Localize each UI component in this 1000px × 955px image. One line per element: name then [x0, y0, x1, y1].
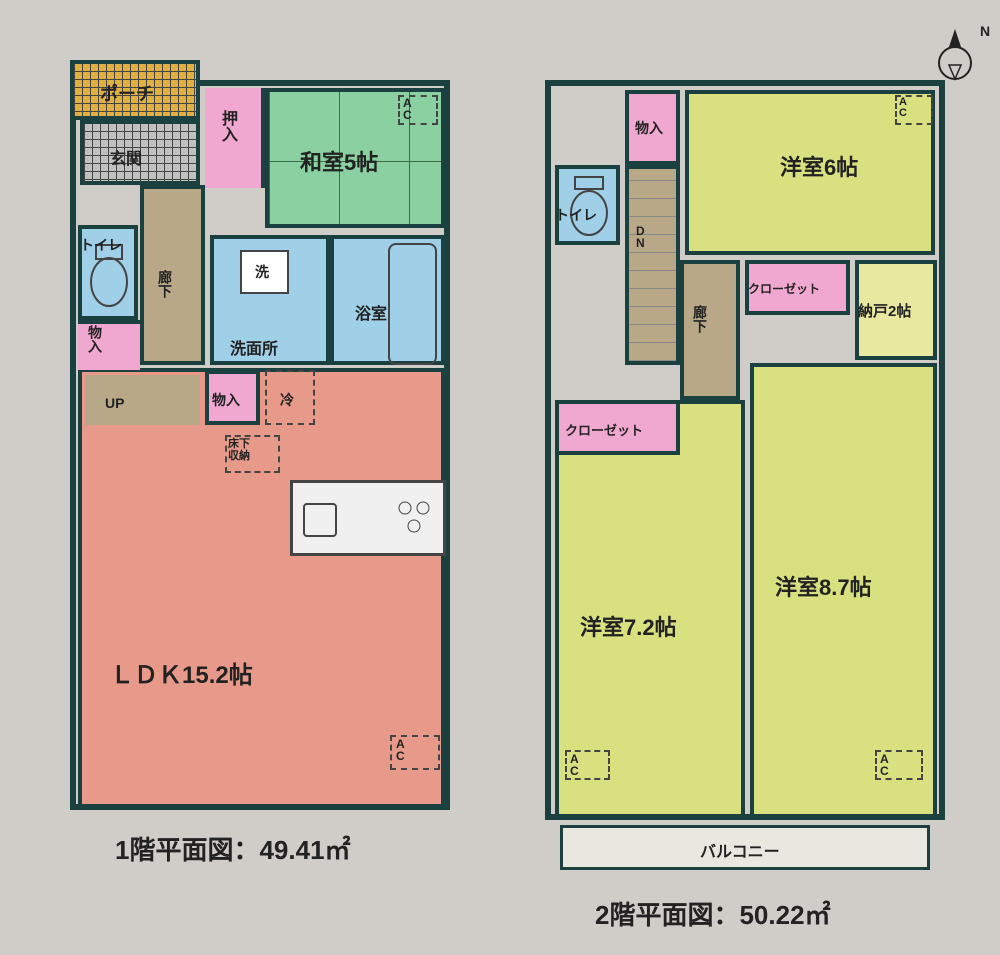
label-genkan: 玄関: [110, 145, 142, 169]
sink-icon: [303, 503, 337, 537]
stove-icon: [395, 498, 435, 543]
floorplan-canvas: N: [0, 0, 1000, 955]
label-sen: 洗: [255, 262, 269, 282]
label-balcony: バルコニー: [700, 838, 780, 862]
label-ac4: AC: [570, 753, 579, 777]
label-yukashita: 床下収納: [228, 438, 250, 462]
label-ac3: AC: [899, 97, 907, 119]
label-closet1: クローゼット: [748, 280, 820, 297]
label-western87: 洋室8.7帖: [775, 570, 872, 602]
label-ac2: AC: [396, 738, 405, 762]
label-storage1: 物入: [85, 325, 105, 353]
label-porch: ポーチ: [100, 80, 154, 106]
label-rouka2: 廊下: [690, 305, 710, 333]
bathtub-icon: [388, 243, 437, 365]
label-nando: 納戸2帖: [858, 300, 911, 321]
label-rei: 冷: [280, 390, 294, 410]
label-toilet2: トイレ: [555, 205, 597, 225]
room-stairs-up: [85, 375, 200, 425]
label-dn: DN: [636, 225, 645, 249]
label-storage3: 物入: [635, 118, 663, 138]
label-washitsu: 和室5帖: [300, 145, 378, 177]
label-oshiire: 押入: [215, 110, 239, 142]
label-western72: 洋室7.2帖: [580, 610, 677, 642]
caption-floor1: 1階平面図：49.41㎡: [115, 830, 351, 867]
label-ac5: AC: [880, 753, 889, 777]
label-closet2: クローゼット: [565, 420, 643, 439]
room-rouka2: [680, 260, 740, 400]
kitchen-counter: [290, 480, 446, 556]
label-ldk: ＬＤＫ15.2帖: [110, 655, 253, 690]
label-ac1: AC: [403, 97, 412, 121]
label-up: UP: [105, 395, 124, 411]
compass-icon: N: [935, 25, 975, 85]
caption-floor2: 2階平面図：50.22㎡: [595, 895, 831, 932]
label-western6: 洋室6帖: [780, 150, 858, 182]
label-toilet1: トイレ: [80, 235, 122, 255]
label-storage2: 物入: [212, 390, 240, 410]
label-senmen: 洗面所: [230, 335, 278, 359]
label-rouka1: 廊下: [155, 270, 175, 298]
label-yokushitsu: 浴室: [355, 300, 387, 324]
room-yokushitsu: [330, 235, 445, 365]
compass-label: N: [980, 23, 990, 39]
room-stairs-dn: [625, 165, 680, 365]
